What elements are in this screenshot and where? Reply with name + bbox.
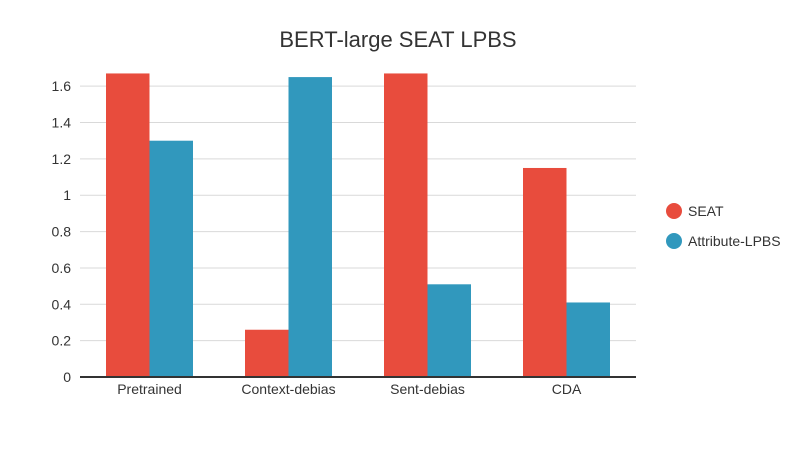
y-tick-label: 1.4 xyxy=(52,115,72,131)
x-category-label: CDA xyxy=(552,381,582,397)
y-tick-label: 0.4 xyxy=(52,296,72,312)
bar-attribute-lpbs-context-debias xyxy=(288,77,332,378)
y-tick-label: 0.6 xyxy=(52,260,72,276)
y-tick-label: 1.6 xyxy=(52,78,72,94)
bar-seat-pretrained xyxy=(106,73,150,377)
legend-label: Attribute-LPBS xyxy=(688,233,781,249)
y-tick-label: 1.2 xyxy=(52,151,72,167)
bar-attribute-lpbs-cda xyxy=(566,302,610,377)
chart-title: BERT-large SEAT LPBS xyxy=(279,27,516,52)
bar-seat-cda xyxy=(523,167,567,377)
y-tick-label: 0 xyxy=(63,369,71,385)
x-category-label: Context-debias xyxy=(241,381,335,397)
legend-label: SEAT xyxy=(688,203,724,219)
y-axis-ticks: 0 0.2 0.4 0.6 0.8 1 1.2 1.4 1.6 xyxy=(52,78,72,385)
y-tick-label: 0.2 xyxy=(52,333,72,349)
x-axis-categories: Pretrained Context-debias Sent-debias CDA xyxy=(117,381,582,397)
legend-swatch xyxy=(666,233,682,249)
y-tick-label: 1 xyxy=(63,187,71,203)
bar-seat-sent-debias xyxy=(384,73,428,377)
bar-attribute-lpbs-sent-debias xyxy=(427,284,471,377)
x-category-label: Sent-debias xyxy=(390,381,465,397)
x-category-label: Pretrained xyxy=(117,381,182,397)
bar-attribute-lpbs-pretrained xyxy=(149,140,193,377)
legend-swatch xyxy=(666,203,682,219)
bars xyxy=(106,73,610,378)
y-tick-label: 0.8 xyxy=(52,224,72,240)
bar-seat-context-debias xyxy=(245,329,289,377)
legend: SEAT Attribute-LPBS xyxy=(666,203,781,249)
